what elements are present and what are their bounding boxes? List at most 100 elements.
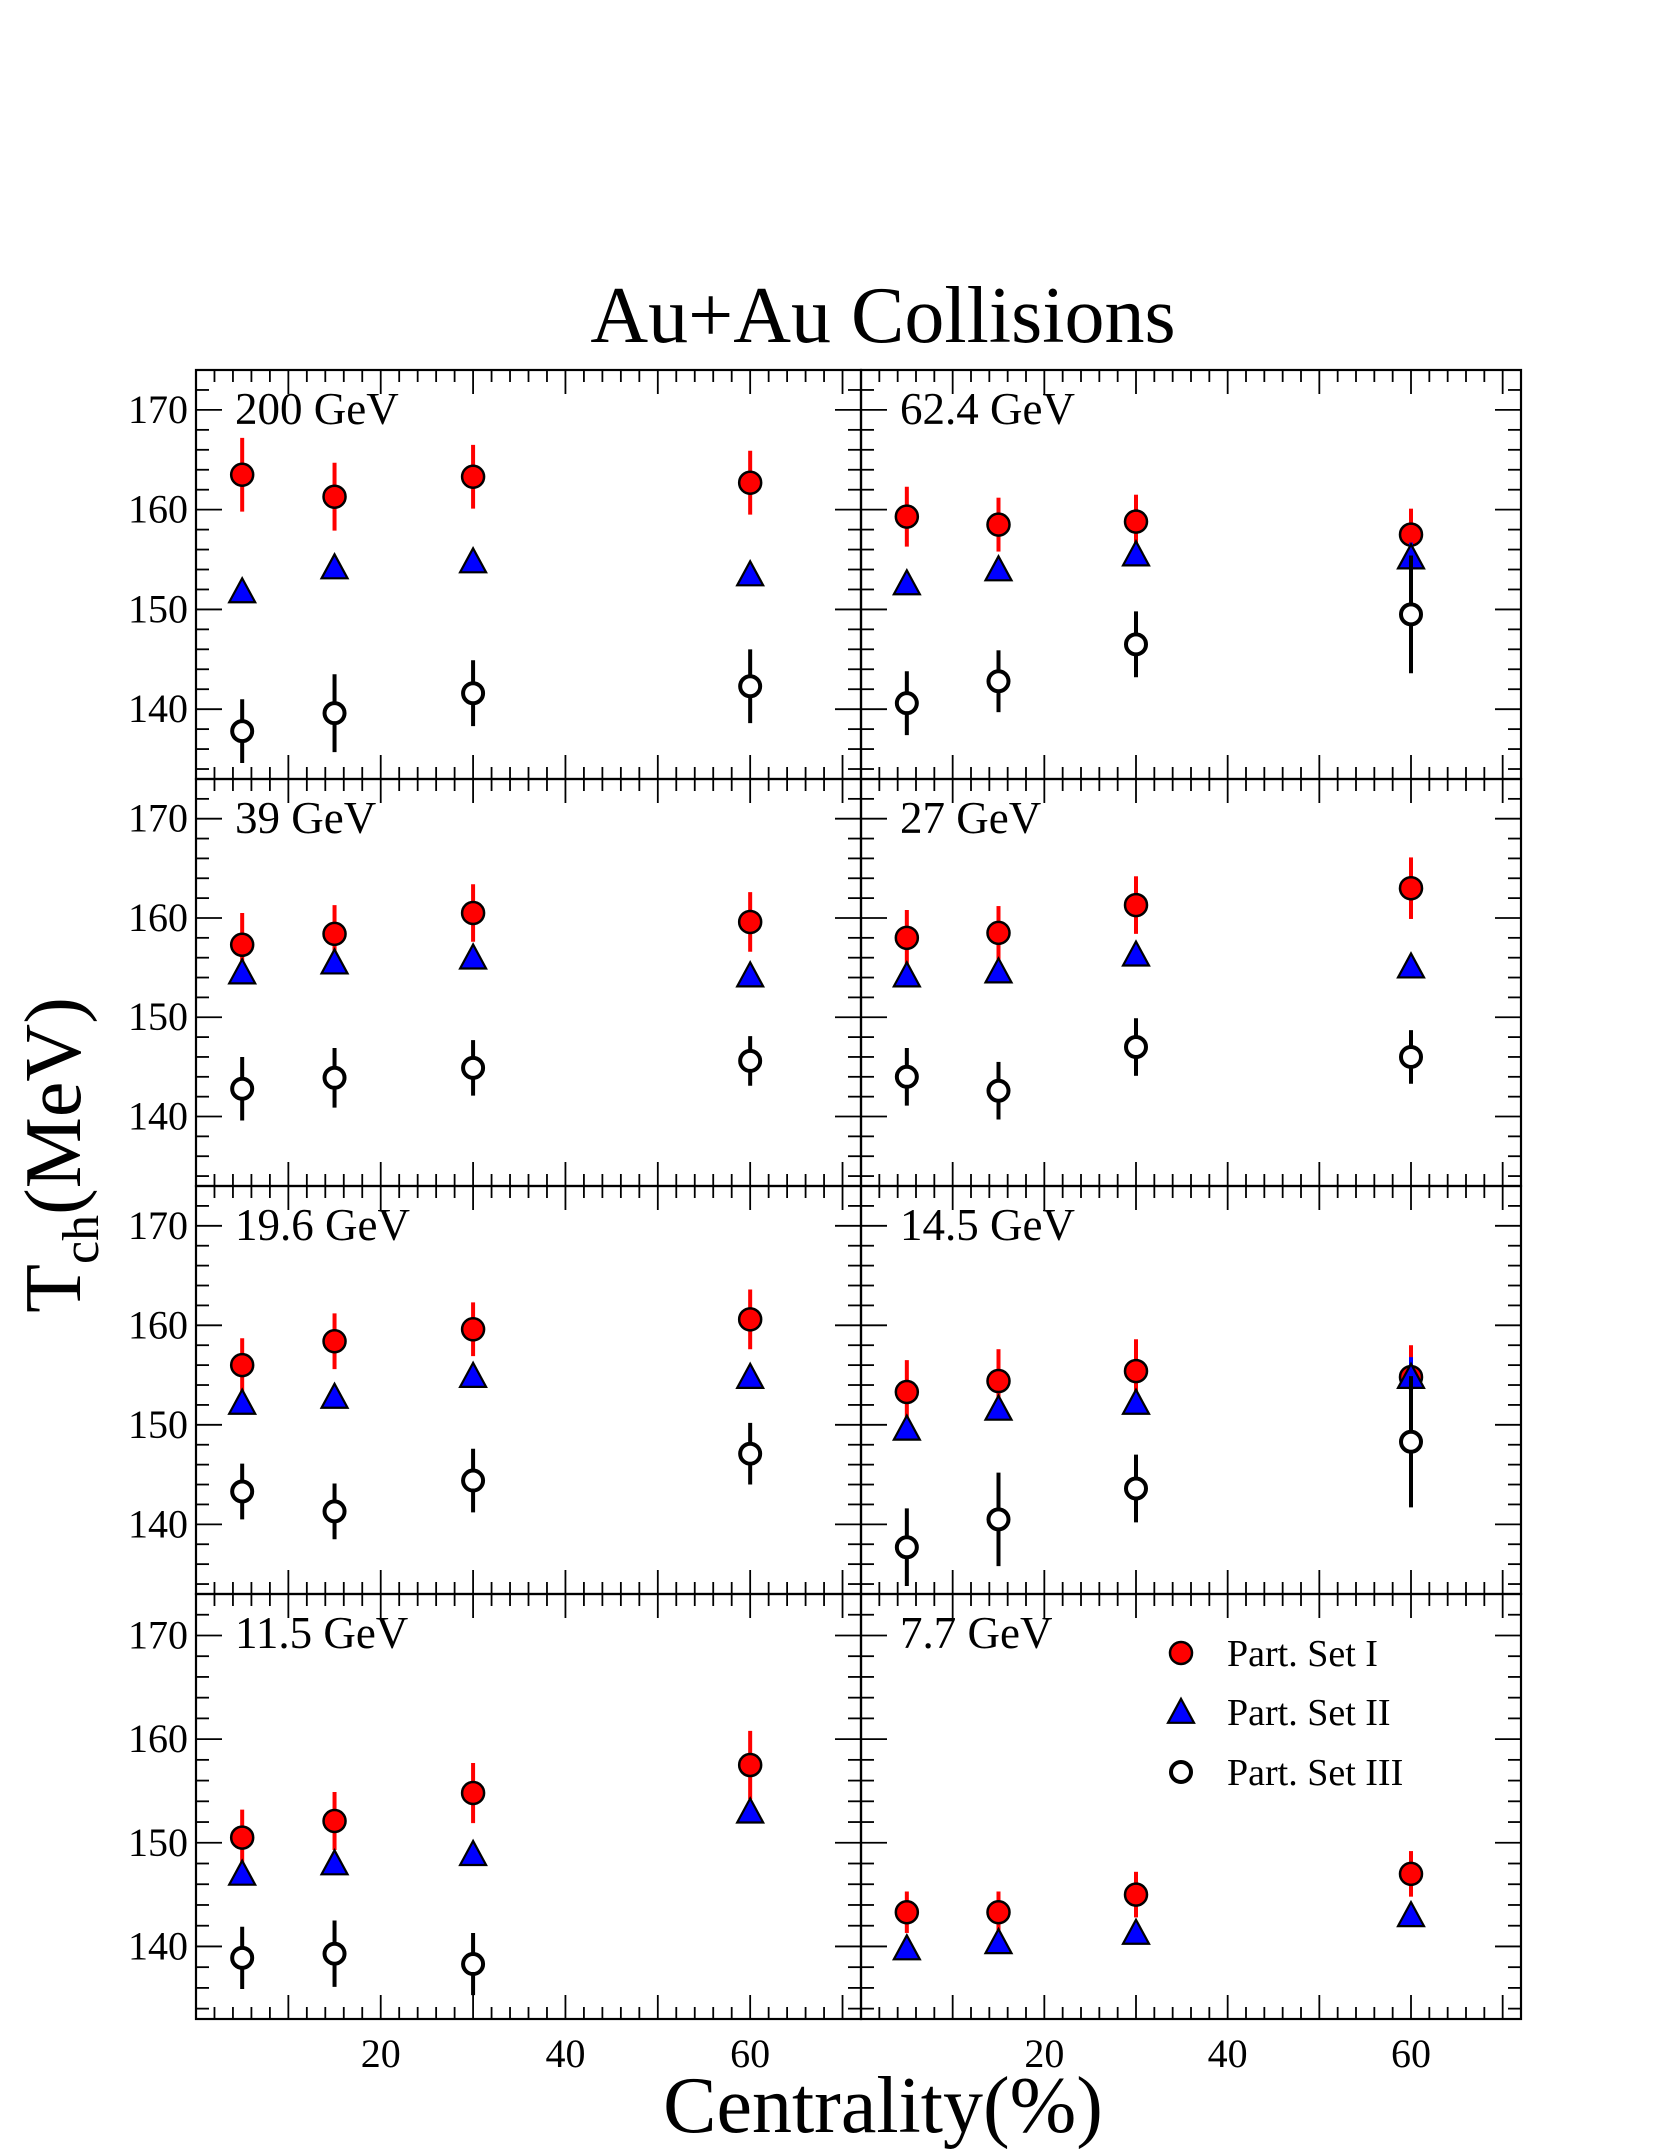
- data-point: [322, 484, 347, 509]
- data-point: [458, 942, 488, 970]
- legend-label: Part. Set I: [1227, 1633, 1378, 1675]
- data-point: [461, 681, 486, 706]
- series-part-set-iii: [230, 649, 763, 764]
- data-point: [986, 1078, 1011, 1103]
- data-point: [460, 464, 486, 489]
- data-point: [986, 669, 1011, 694]
- data-point: [1396, 1899, 1426, 1928]
- data-point: [1398, 875, 1424, 901]
- data-point: [735, 1361, 766, 1389]
- data-point: [322, 1065, 347, 1090]
- data-point: [458, 1360, 488, 1388]
- series-part-set-iii: [894, 1376, 1423, 1587]
- series-part-set-iii: [894, 555, 1423, 736]
- data-point: [737, 1752, 763, 1778]
- legend-item: Part. Set I: [1168, 1633, 1378, 1675]
- data-point: [1123, 509, 1149, 534]
- data-point: [461, 1952, 486, 1977]
- data-point: [227, 957, 258, 985]
- y-tick-label: 150: [128, 1820, 188, 1865]
- data-point: [894, 925, 920, 951]
- data-point: [229, 1352, 255, 1378]
- series-part-set-ii: [891, 539, 1426, 596]
- series-part-set-iii: [230, 1422, 763, 1540]
- series-part-set-ii: [227, 1796, 766, 1886]
- x-tick-label: 20: [361, 2031, 401, 2076]
- y-axis-label-subscript: ch: [53, 1215, 110, 1264]
- data-point: [891, 1933, 922, 1961]
- y-tick-label: 170: [128, 387, 188, 432]
- panel-label: 7.7 GeV: [900, 1608, 1052, 1658]
- data-point: [1124, 1035, 1148, 1060]
- panel-19-6-gev: 140 150 160 170 19.6 GeV: [128, 1184, 863, 1596]
- y-tick-label: 140: [128, 1094, 188, 1139]
- series-part-set-ii: [891, 1899, 1426, 1961]
- data-point: [227, 1387, 258, 1415]
- data-point: [230, 719, 255, 744]
- data-point: [737, 470, 763, 495]
- panel-39-gev: 140 150 160 170 39 GeV: [128, 777, 863, 1188]
- data-point: [319, 1381, 350, 1409]
- panel-label: 11.5 GeV: [235, 1608, 408, 1658]
- panel-label: 39 GeV: [235, 793, 376, 843]
- legend-item: Part. Set II: [1166, 1692, 1391, 1734]
- data-point: [229, 932, 255, 958]
- data-point: [894, 504, 920, 529]
- data-point: [460, 1317, 486, 1342]
- series-part-set-ii: [891, 1357, 1426, 1441]
- series-part-set-i: [229, 884, 763, 977]
- data-point: [1121, 939, 1151, 967]
- series-part-set-ii: [227, 546, 766, 604]
- data-point: [986, 512, 1011, 537]
- legend-label: Part. Set III: [1227, 1752, 1403, 1794]
- data-point: [460, 900, 486, 926]
- y-tick-label: 140: [128, 1501, 188, 1546]
- svg-text:Tch(MeV): Tch(MeV): [10, 997, 110, 1313]
- series-part-set-iii: [230, 1920, 486, 1996]
- legend-item: Part. Set III: [1169, 1752, 1403, 1794]
- y-axis-label: Tch(MeV): [10, 997, 110, 1313]
- data-point: [1124, 632, 1148, 657]
- data-point: [322, 1808, 347, 1834]
- data-point: [738, 1048, 763, 1073]
- legend-marker: [1166, 1696, 1196, 1724]
- panel-62-4-gev: 62.4 GeV: [859, 368, 1523, 781]
- data-point: [986, 1507, 1011, 1532]
- data-point: [1399, 1429, 1423, 1454]
- data-point: [738, 1441, 763, 1466]
- x-tick-label: 20: [1024, 2031, 1064, 2076]
- data-point: [322, 1941, 347, 1966]
- y-tick-label: 170: [128, 1612, 188, 1657]
- series-part-set-i: [894, 1339, 1424, 1424]
- data-point: [1121, 1387, 1151, 1415]
- data-point: [461, 1055, 486, 1080]
- series-part-set-i: [229, 1730, 763, 1866]
- chart-title: Au+Au Collisions: [590, 272, 1175, 360]
- legend-marker: [1169, 1760, 1193, 1784]
- legend-marker: [1168, 1640, 1194, 1666]
- series-part-set-iii: [894, 1018, 1423, 1120]
- data-point: [891, 567, 922, 596]
- panel-27-gev: 27 GeV: [859, 777, 1523, 1188]
- series-part-set-i: [894, 1851, 1424, 1933]
- y-tick-label: 140: [128, 686, 188, 731]
- data-point: [230, 1479, 255, 1504]
- data-point: [891, 1413, 922, 1441]
- series-part-set-i: [229, 1289, 763, 1392]
- data-point: [227, 575, 258, 604]
- panel-label: 19.6 GeV: [235, 1200, 410, 1250]
- data-point: [230, 1945, 255, 1970]
- x-tick-label: 60: [1391, 2031, 1431, 2076]
- data-point: [986, 1899, 1011, 1925]
- data-point: [983, 554, 1014, 582]
- panel-label: 27 GeV: [900, 793, 1041, 843]
- panel-label: 62.4 GeV: [900, 384, 1075, 434]
- data-point: [230, 1076, 255, 1101]
- data-point: [1396, 951, 1426, 979]
- y-tick-label: 170: [128, 796, 188, 841]
- data-point: [319, 1848, 350, 1876]
- data-point: [1123, 1882, 1149, 1907]
- y-axis-label-main: T: [10, 1264, 98, 1313]
- data-point: [458, 546, 488, 574]
- data-point: [322, 1328, 347, 1354]
